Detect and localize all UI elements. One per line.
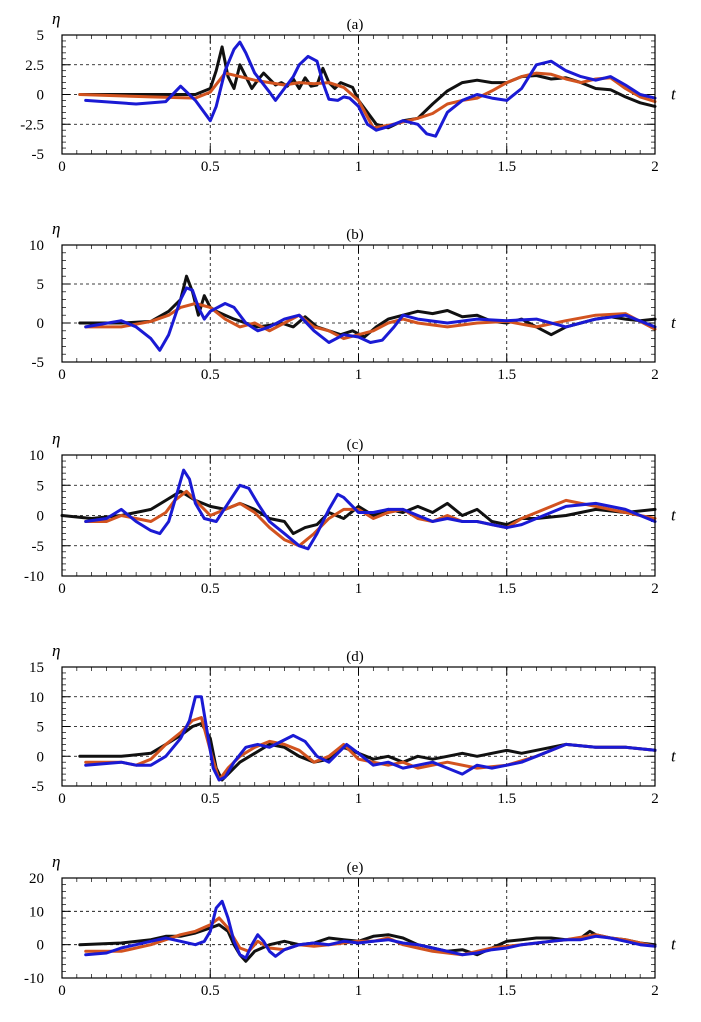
x-tick-label: 1: [355, 791, 363, 807]
y-tick-label: 0: [37, 749, 45, 765]
x-tick-label: 0.5: [201, 159, 220, 175]
x-tick-label: 0: [58, 581, 66, 597]
x-tick-label: 0.5: [201, 367, 220, 383]
x-tick-label: 0.5: [201, 791, 220, 807]
y-tick-label: 10: [29, 904, 44, 920]
y-tick-label: -5: [32, 355, 45, 371]
x-axis-label: t: [671, 935, 677, 954]
plot-frame: [61, 666, 656, 787]
series-line-blue: [84, 286, 657, 352]
x-tick-label: 1: [355, 159, 363, 175]
x-tick-label: 2: [651, 159, 659, 175]
y-tick-label: 20: [29, 871, 44, 887]
x-tick-label: 2: [651, 581, 659, 597]
x-tick-label: 1: [355, 581, 363, 597]
y-tick-label: -5: [32, 147, 45, 163]
y-tick-label: -5: [32, 779, 45, 795]
panel-label: (c): [347, 437, 364, 453]
y-tick-label: 0: [37, 938, 45, 954]
series-line-blue: [84, 468, 657, 551]
panel-label: (a): [347, 17, 364, 33]
y-tick-label: 0: [37, 316, 45, 332]
x-axis-label: t: [671, 746, 677, 765]
y-tick-label: 10: [29, 690, 44, 706]
x-tick-label: 1.5: [497, 983, 516, 999]
y-tick-label: 5: [37, 28, 45, 44]
y-tick-label: 5: [37, 277, 45, 293]
panel-label: (d): [346, 649, 364, 665]
x-axis-label: t: [671, 85, 677, 104]
series-line-blue: [84, 40, 657, 138]
y-tick-label: 5: [37, 478, 45, 494]
y-tick-label: 0: [37, 88, 45, 104]
y-axis-label: η: [52, 429, 60, 448]
y-tick-label: 15: [29, 660, 44, 676]
plot-frame: [61, 244, 656, 363]
panel-2: 0 0.5 1 1.5 2 10 5 0 -5 (b) η t: [29, 219, 677, 383]
panel-5: 0 0.5 1 1.5 2 20 10 0 -10 (e) η t: [24, 852, 677, 999]
series-line-orange: [84, 302, 657, 341]
y-tick-label: 10: [29, 448, 44, 464]
x-tick-label: 0.5: [201, 983, 220, 999]
series-line-orange: [78, 71, 657, 130]
plot-frame: [61, 454, 656, 577]
y-tick-label: -10: [24, 971, 44, 987]
x-tick-label: 1: [355, 983, 363, 999]
panel-label: (e): [347, 860, 364, 876]
series-line-blue: [84, 899, 657, 960]
y-axis-label: η: [52, 852, 60, 871]
plot-frame: [61, 877, 656, 979]
x-tick-label: 2: [651, 367, 659, 383]
series-line-black: [78, 722, 657, 782]
y-tick-label: -2.5: [20, 117, 44, 133]
x-tick-label: 0.5: [201, 581, 220, 597]
x-tick-label: 2: [651, 983, 659, 999]
x-tick-label: 1.5: [497, 367, 516, 383]
panel-3: 0 0.5 1 1.5 2 10 5 0 -5 -10 (c) η t: [24, 429, 677, 597]
y-tick-label: 10: [29, 238, 44, 254]
series-line-blue: [84, 695, 657, 782]
plot-frame: [61, 34, 656, 155]
x-axis-label: t: [671, 313, 677, 332]
y-tick-label: 2.5: [25, 58, 44, 74]
x-tick-label: 0: [58, 983, 66, 999]
panel-1: 0 0.5 1 1.5 2 5 2.5 0 -2.5 -5 (a) η t: [20, 9, 677, 175]
x-tick-label: 1.5: [497, 159, 516, 175]
x-tick-label: 2: [651, 791, 659, 807]
x-axis-label: t: [671, 506, 677, 525]
x-tick-label: 1.5: [497, 791, 516, 807]
x-tick-label: 0: [58, 791, 66, 807]
y-axis-label: η: [52, 641, 60, 660]
y-axis-label: η: [52, 9, 60, 28]
x-tick-label: 0: [58, 367, 66, 383]
x-tick-label: 1: [355, 367, 363, 383]
y-tick-label: 0: [37, 509, 45, 525]
panel-4: 0 0.5 1 1.5 2 15 10 5 0 -5 (d) η t: [29, 641, 677, 807]
y-axis-label: η: [52, 219, 60, 238]
y-tick-label: 5: [37, 720, 45, 736]
series-line-black: [78, 274, 657, 339]
x-tick-label: 0: [58, 159, 66, 175]
y-tick-label: -10: [24, 569, 44, 585]
y-tick-label: -5: [32, 539, 45, 555]
x-tick-label: 1.5: [497, 581, 516, 597]
panel-label: (b): [346, 227, 364, 243]
